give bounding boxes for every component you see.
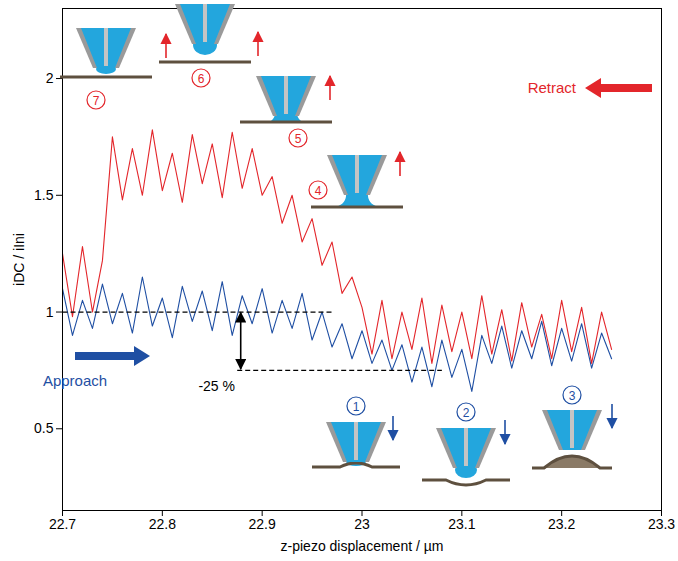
- svg-text:1: 1: [46, 304, 54, 320]
- svg-text:2: 2: [46, 70, 54, 86]
- svg-text:0.5: 0.5: [34, 420, 54, 436]
- svg-text:iDC / iIni: iDC / iIni: [11, 233, 27, 286]
- svg-text:1.5: 1.5: [34, 187, 54, 203]
- svg-text:-25 %: -25 %: [198, 378, 235, 394]
- svg-text:22.7: 22.7: [49, 516, 76, 532]
- svg-text:2: 2: [463, 406, 470, 420]
- svg-text:23.1: 23.1: [448, 516, 475, 532]
- svg-text:z-piezo displacement / µm: z-piezo displacement / µm: [281, 538, 444, 554]
- svg-text:4: 4: [315, 184, 322, 198]
- svg-text:23.2: 23.2: [548, 516, 575, 532]
- svg-text:Approach: Approach: [43, 372, 107, 389]
- svg-text:Retract: Retract: [528, 79, 577, 96]
- svg-text:1: 1: [353, 400, 360, 414]
- svg-text:3: 3: [569, 389, 576, 403]
- svg-text:22.8: 22.8: [149, 516, 176, 532]
- svg-text:6: 6: [198, 72, 205, 86]
- svg-text:22.9: 22.9: [249, 516, 276, 532]
- svg-text:23.3: 23.3: [648, 516, 675, 532]
- svg-text:23: 23: [354, 516, 370, 532]
- svg-text:5: 5: [295, 132, 302, 146]
- svg-text:7: 7: [93, 94, 100, 108]
